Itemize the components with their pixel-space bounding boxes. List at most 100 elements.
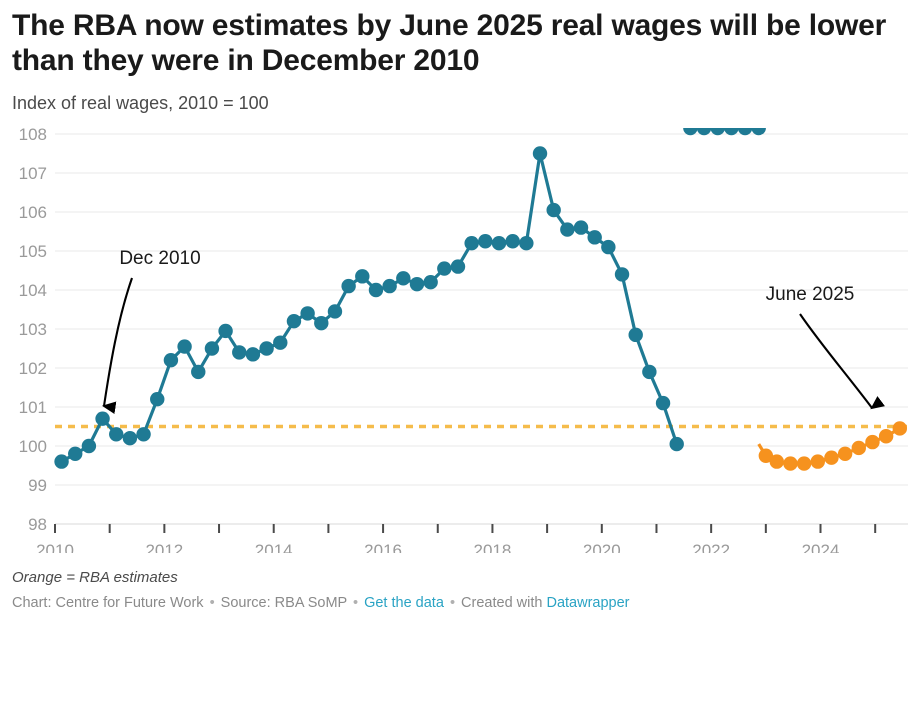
data-point	[95, 411, 110, 426]
data-point	[68, 446, 83, 461]
credit-separator-1: •	[209, 594, 215, 611]
data-point	[396, 270, 411, 286]
data-point	[824, 450, 839, 465]
y-axis-tick-label: 107	[19, 164, 47, 183]
y-axis-tick-label: 99	[28, 476, 47, 495]
x-axis-ticks-group	[54, 523, 877, 533]
data-point	[505, 233, 520, 249]
x-axis-tick-label: 2012	[145, 541, 183, 553]
annotation-arrow	[101, 277, 133, 414]
page-title: The RBA now estimates by June 2025 real …	[12, 9, 887, 78]
data-point	[655, 395, 671, 411]
data-point	[273, 335, 288, 350]
x-axis-tick-label: 2020	[583, 541, 621, 553]
x-axis-tick-label: 2014	[255, 541, 293, 553]
x-axis-tick-label: 2024	[802, 541, 840, 553]
data-point	[314, 315, 329, 331]
legend-note: Orange = RBA estimates	[12, 568, 178, 586]
data-point	[464, 235, 479, 251]
data-point	[245, 346, 261, 362]
data-point	[136, 426, 151, 442]
chart-annotation-label: June 2025	[766, 284, 855, 305]
data-point	[751, 127, 766, 135]
data-point	[341, 278, 356, 294]
y-axis-tick-label: 104	[19, 281, 47, 300]
get-the-data-link[interactable]: Get the data	[364, 594, 444, 611]
datawrapper-link[interactable]: Datawrapper	[546, 594, 630, 611]
data-point	[150, 391, 165, 407]
data-point	[758, 448, 774, 463]
data-point	[300, 305, 315, 321]
data-point	[546, 202, 561, 218]
data-point	[54, 454, 69, 469]
data-point	[769, 454, 784, 469]
x-axis-labels-group: 2010 2012 2014 2016 2018 2020 2022 2024	[36, 541, 839, 553]
credit-separator-3: •	[449, 594, 456, 611]
data-point	[892, 421, 907, 436]
data-point	[368, 282, 384, 297]
data-point	[724, 127, 739, 135]
data-point	[851, 440, 866, 455]
data-point	[628, 327, 643, 342]
data-point	[382, 278, 397, 294]
data-point	[710, 127, 725, 135]
chart-subtitle: Index of real wages, 2010 = 100	[12, 92, 269, 113]
chart-annotation-label: Dec 2010	[119, 248, 200, 269]
annotation-arrow	[799, 313, 886, 410]
data-point	[286, 313, 302, 329]
real-wages-line-chart: 108 107 106 105 104 103 102 101 100 99 98 2010 2012…	[19, 127, 908, 553]
data-point	[450, 259, 466, 274]
y-axis-labels-group: 108 107 106 105 104 103 102 101 100 99 98	[19, 128, 47, 534]
credit-chart-by: Chart: Centre for Future Work	[12, 594, 204, 611]
data-point	[519, 235, 534, 251]
data-point	[683, 127, 698, 135]
data-point	[437, 261, 452, 276]
data-point	[532, 146, 548, 161]
data-point	[560, 222, 575, 237]
data-point	[423, 274, 438, 290]
data-point	[614, 266, 630, 282]
x-axis-tick-label: 2018	[474, 541, 512, 553]
y-axis-tick-label: 103	[19, 320, 47, 339]
data-point	[796, 456, 812, 471]
credit-source: Source: RBA SoMP	[220, 594, 347, 611]
data-point	[409, 276, 425, 292]
data-point	[122, 430, 138, 446]
annotations-group: Dec 2010 June 2025	[101, 248, 886, 414]
y-axis-tick-label: 98	[28, 515, 47, 534]
data-point	[163, 352, 179, 368]
series-line	[59, 151, 679, 463]
data-point	[573, 220, 589, 235]
data-point	[865, 434, 880, 450]
y-axis-tick-label: 100	[19, 437, 47, 456]
data-point	[191, 364, 206, 379]
data-point	[355, 268, 370, 284]
data-point	[259, 341, 274, 356]
x-axis-tick-label: 2010	[36, 541, 74, 553]
y-axis-tick-label: 102	[19, 359, 47, 378]
data-point	[109, 426, 124, 442]
y-axis-tick-label: 108	[19, 128, 47, 144]
y-axis-tick-label: 106	[19, 203, 47, 222]
data-point	[327, 304, 343, 319]
chart-area: 108 107 106 105 104 103 102 101 100 99 98 2010 2012…	[10, 127, 910, 553]
y-axis-tick-label: 101	[19, 398, 47, 417]
data-point	[642, 364, 657, 379]
x-axis-tick-label: 2022	[692, 541, 730, 553]
data-point	[783, 456, 798, 471]
x-axis-tick-label: 2016	[364, 541, 402, 553]
data-point	[737, 127, 753, 135]
data-point	[810, 454, 825, 469]
data-point	[837, 446, 853, 461]
data-point	[669, 436, 684, 452]
data-point	[696, 127, 712, 135]
y-axis-tick-label: 105	[19, 242, 47, 261]
data-point	[218, 323, 233, 338]
data-point	[478, 233, 493, 249]
data-point	[878, 428, 894, 444]
chart-credit: Chart: Centre for Future Work • Source: …	[12, 595, 910, 611]
data-point	[232, 344, 247, 360]
credit-created-with: Created with	[461, 594, 543, 611]
data-point	[587, 229, 602, 245]
